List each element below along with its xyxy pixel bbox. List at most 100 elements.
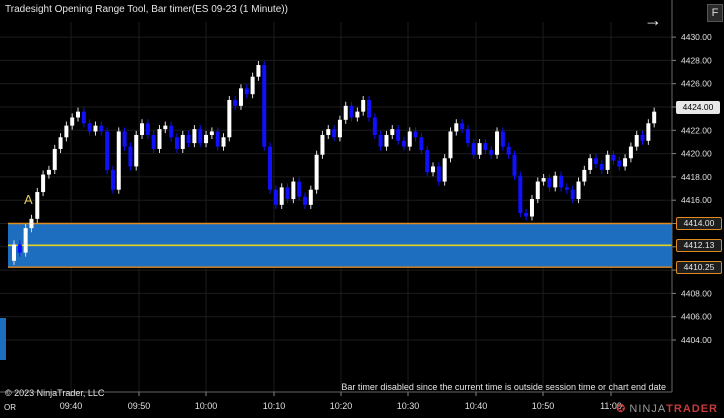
candle-body xyxy=(140,123,145,135)
price-tick-label: 4422.00 xyxy=(681,125,712,135)
candle-body xyxy=(512,154,517,176)
candle-body xyxy=(17,244,22,253)
candle-body xyxy=(221,137,226,147)
candle-body xyxy=(244,88,249,95)
or-label: OR xyxy=(4,403,16,412)
candle-body xyxy=(64,125,69,138)
candle-body xyxy=(238,88,243,106)
candle-body xyxy=(81,111,86,124)
candle-body xyxy=(634,134,639,147)
time-tick-label: 10:50 xyxy=(532,401,555,411)
candle-body xyxy=(134,134,139,167)
price-tick-label: 4406.00 xyxy=(681,312,712,322)
candle-body xyxy=(227,100,232,138)
candle-body xyxy=(99,125,104,132)
candle-body xyxy=(623,158,628,167)
candle-body xyxy=(570,189,575,200)
price-tick-label: 4430.00 xyxy=(681,32,712,42)
price-tick-label: 4418.00 xyxy=(681,172,712,182)
candle-body xyxy=(413,131,418,138)
candle-body xyxy=(204,134,209,144)
candle-body xyxy=(465,129,470,144)
candle-body xyxy=(122,131,127,147)
candle-body xyxy=(41,174,46,193)
chart-grid xyxy=(0,22,672,392)
candle-body xyxy=(419,137,424,151)
candle-body xyxy=(35,192,40,219)
time-tick-label: 10:30 xyxy=(397,401,420,411)
candle-body xyxy=(29,218,34,229)
status-message: Bar timer disabled since the current tim… xyxy=(341,382,666,392)
time-tick-label: 10:20 xyxy=(330,401,353,411)
candle-body xyxy=(116,131,121,190)
brand-left: NINJA xyxy=(629,403,667,415)
candle-body xyxy=(256,65,261,77)
candle-body xyxy=(460,123,465,130)
candle-body xyxy=(652,111,657,124)
side-indicator-bar xyxy=(0,318,6,360)
candle-body xyxy=(646,123,651,141)
current-price-tag: 4424.00 xyxy=(676,100,720,114)
candle-body xyxy=(495,131,500,155)
time-tick-label: 09:50 xyxy=(128,401,151,411)
candle-body xyxy=(448,131,453,159)
candle-body xyxy=(518,175,523,214)
candle-body xyxy=(506,146,511,155)
candle-body xyxy=(285,187,290,200)
candle-body xyxy=(209,131,214,135)
candle-body xyxy=(163,125,168,130)
candle-body xyxy=(390,129,395,135)
f-button[interactable]: F xyxy=(707,4,723,22)
candle-body xyxy=(192,129,197,144)
candle-body xyxy=(431,166,436,173)
candle-body xyxy=(174,137,179,149)
candle-body xyxy=(349,105,354,118)
candle-body xyxy=(262,65,267,147)
candle-body xyxy=(541,178,546,182)
candle-body xyxy=(559,175,564,188)
opening-range-band: A xyxy=(0,192,672,360)
candle-body xyxy=(471,143,476,155)
ninjatrader-star-icon: ✪ xyxy=(616,403,627,415)
price-tick-label: 4404.00 xyxy=(681,335,712,345)
ninjatrader-logo: ✪ NINJATRADER xyxy=(616,402,718,415)
candle-body xyxy=(12,244,16,261)
candle-body xyxy=(617,160,622,167)
candle-body xyxy=(326,129,331,135)
candle-body xyxy=(180,134,185,149)
candle-body xyxy=(396,129,401,141)
candle-body xyxy=(535,181,540,200)
range-price-tag: 4410.25 xyxy=(676,260,722,274)
candle-body xyxy=(378,134,383,147)
candle-body xyxy=(110,169,115,190)
candle-body xyxy=(279,187,284,205)
arrow-right-icon[interactable]: → xyxy=(644,10,662,30)
candle-body xyxy=(105,131,110,170)
candle-body xyxy=(355,111,360,118)
candle-body xyxy=(273,189,278,205)
candle-body xyxy=(547,178,552,188)
candle-body xyxy=(605,154,610,170)
candle-body xyxy=(297,181,302,197)
candle-body xyxy=(314,154,319,190)
candle-body xyxy=(291,181,296,200)
candle-body xyxy=(186,134,191,144)
candle-body xyxy=(640,134,645,141)
candle-body xyxy=(52,148,57,170)
candle-body xyxy=(128,146,133,167)
candle-body xyxy=(425,150,430,173)
candle-body xyxy=(23,228,28,253)
price-tick-label: 4428.00 xyxy=(681,55,712,65)
candle-body xyxy=(489,150,494,155)
candle-body xyxy=(58,137,63,149)
candle-body xyxy=(582,169,587,182)
brand-right: TRADER xyxy=(666,403,718,415)
candle-body xyxy=(169,125,174,138)
time-tick-label: 09:40 xyxy=(60,401,83,411)
candle-body xyxy=(628,146,633,159)
candle-body xyxy=(337,119,342,138)
time-tick-label: 10:40 xyxy=(465,401,488,411)
candle-body xyxy=(599,164,604,170)
candle-body xyxy=(87,123,92,132)
